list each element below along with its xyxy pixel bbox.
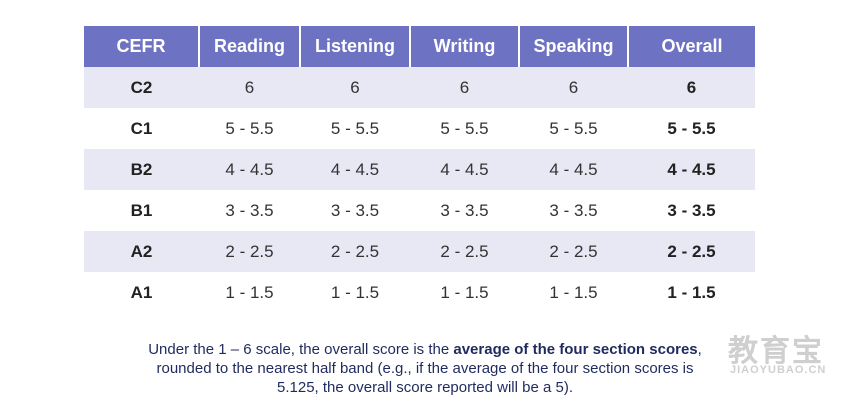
table-cell: 3 - 3.5 xyxy=(225,200,274,220)
table-row: B2 4 - 4.5 4 - 4.5 4 - 4.5 4 - 4.5 4 - 4.5 xyxy=(84,149,755,190)
table-cell: 4 - 4.5 xyxy=(628,149,755,190)
table-cell: 3 - 3.5 xyxy=(440,200,489,220)
table-cell: A1 xyxy=(130,282,153,302)
table-cell: 3 - 3.5 xyxy=(549,200,598,220)
table-cell: 4 - 4.5 xyxy=(410,149,519,190)
header-row: CEFR Reading Listening Writing Speaking Overa… xyxy=(84,26,755,67)
table-cell: 4 - 4.5 xyxy=(300,149,410,190)
table-cell: B1 xyxy=(130,200,153,220)
table-cell: A2 xyxy=(84,231,199,272)
table-cell: 5 - 5.5 xyxy=(225,118,274,138)
table-cell: 6 xyxy=(628,67,755,108)
table-cell: 2 - 2.5 xyxy=(300,231,410,272)
table-cell: 1 - 1.5 xyxy=(549,282,598,302)
table-cell: 1 - 1.5 xyxy=(667,282,716,302)
table-cell: 5 - 5.5 xyxy=(667,118,716,138)
table-cell: 1 - 1.5 xyxy=(225,282,274,302)
note-line: 5.125, the overall score reported will b… xyxy=(277,379,573,396)
header-cell: Listening xyxy=(299,26,410,67)
table-cell: 2 - 2.5 xyxy=(410,231,519,272)
table-cell: C1 xyxy=(130,118,153,138)
watermark-site: JIAOYUBAO.CN xyxy=(730,364,827,376)
table-cell: 2 - 2.5 xyxy=(199,231,300,272)
table-row: B1 3 - 3.5 3 - 3.5 3 - 3.5 3 - 3.5 3 - 3.5 xyxy=(84,190,755,231)
table-cell: 6 xyxy=(410,67,519,108)
table-cell: 3 - 3.5 xyxy=(667,200,716,220)
table-cell: 5 - 5.5 xyxy=(330,118,380,138)
header-cell: CEFR xyxy=(84,26,199,67)
table-cell: 2 - 2.5 xyxy=(628,231,755,272)
table-cell: B2 xyxy=(84,149,199,190)
table-cell: 5 - 5.5 xyxy=(549,118,598,138)
table-row: A2 2 - 2.5 2 - 2.5 2 - 2.5 2 - 2.5 2 - 2.5 xyxy=(84,231,755,272)
table-cell: 1 - 1.5 xyxy=(440,282,489,302)
table-cell: C2 xyxy=(84,67,199,108)
note-bold: average of the four section scores xyxy=(453,341,698,358)
note-line: Under the 1 – 6 scale, the overall score… xyxy=(60,340,790,359)
table-cell: 1 - 1.5 xyxy=(330,282,380,302)
table-row: C1 5 - 5.5 5 - 5.5 5 - 5.5 5 - 5.5 5 - 5.5 xyxy=(84,108,755,149)
table-cell: 2 - 2.5 xyxy=(519,231,628,272)
header-cell: Reading xyxy=(198,26,300,67)
header-cell: Overall xyxy=(627,26,755,67)
table-cell: 6 xyxy=(519,67,628,108)
table-row: A1 1 - 1.5 1 - 1.5 1 - 1.5 1 - 1.5 1 - 1.5 xyxy=(84,272,755,313)
table-row: C2 6 6 6 6 6 xyxy=(84,67,755,108)
table-cell: 6 xyxy=(199,67,300,108)
table-body: C2 6 6 6 6 6 C1 5 - 5.5 5 - 5.5 5 - 5.5 5 - 5.5 5 -… xyxy=(84,67,755,313)
table-cell: 4 - 4.5 xyxy=(199,149,300,190)
note-line: rounded to the nearest half band (e.g., … xyxy=(156,360,694,377)
table-cell: 3 - 3.5 xyxy=(330,200,380,220)
header-cell: Speaking xyxy=(518,26,628,67)
header-cell: Writing xyxy=(409,26,519,67)
note-text: , xyxy=(697,341,702,358)
note-text: Under the 1 – 6 scale, the overall score… xyxy=(148,341,454,358)
watermark-logo: 教育宝 xyxy=(728,335,824,368)
cefr-table: CEFR Reading Listening Writing Speaking Overa… xyxy=(84,26,755,313)
table-cell: 5 - 5.5 xyxy=(440,118,489,138)
table-cell: 6 xyxy=(300,67,410,108)
table-cell: 4 - 4.5 xyxy=(519,149,628,190)
